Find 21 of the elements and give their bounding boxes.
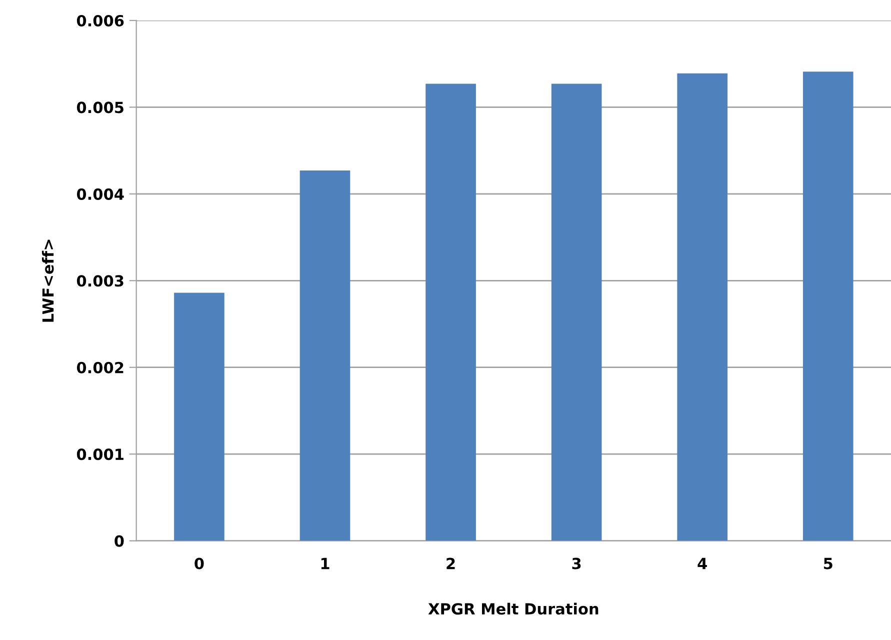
x-tick-label: 1 <box>321 558 330 570</box>
x-tick-label: 0 <box>194 558 204 570</box>
y-tick-label: 0.001 <box>76 448 124 460</box>
bar <box>174 292 224 541</box>
y-tick-label: 0.005 <box>76 102 124 114</box>
x-tick-label: 2 <box>446 558 455 570</box>
y-tick-label: 0.004 <box>76 188 124 200</box>
y-tick-label: 0 <box>114 535 124 547</box>
bar <box>300 170 350 541</box>
x-tick-label: 4 <box>698 558 707 570</box>
y-tick-label: 0.002 <box>76 362 124 374</box>
x-axis-title: XPGR Melt Duration <box>428 602 598 615</box>
y-tick-label: 0.003 <box>76 275 124 287</box>
y-axis-title: LWF<eff> <box>42 240 54 322</box>
bar <box>426 84 476 541</box>
x-tick-label: 3 <box>572 558 581 570</box>
x-tick-label: 5 <box>824 558 832 570</box>
bar <box>802 72 854 541</box>
bar <box>551 84 602 541</box>
y-tick-label: 0.006 <box>76 14 124 26</box>
bar <box>677 73 728 541</box>
